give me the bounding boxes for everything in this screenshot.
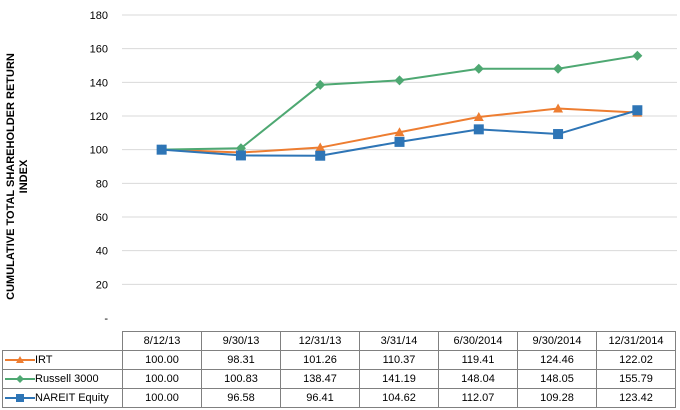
data-label: 110.37 <box>359 350 439 370</box>
data-label: 96.41 <box>280 388 360 408</box>
y-tick-label: 120 <box>90 111 108 123</box>
table-header-cell: 6/30/2014 <box>438 331 518 351</box>
line-chart: - 20 40 60 80 100 120 140 160 180 CUMULATIVE TOTA… <box>5 10 677 325</box>
point-nareit-equity <box>632 105 643 116</box>
data-label: 123.42 <box>596 388 676 408</box>
point-nareit-equity <box>235 150 246 161</box>
data-label: 138.47 <box>280 369 360 389</box>
legend-label: IRT <box>35 354 53 367</box>
data-label: 100.00 <box>122 350 202 370</box>
data-label: 101.26 <box>280 350 360 370</box>
y-axis-ticks: - 20 40 60 80 100 120 140 160 180 <box>90 10 109 325</box>
table-header-cell: 12/31/13 <box>280 331 360 351</box>
point-russell-3000 <box>473 63 484 74</box>
legend-entry-nareit-equity: NAREIT Equity <box>2 388 123 408</box>
point-irt <box>315 142 326 152</box>
y-tick-label: 40 <box>96 246 108 258</box>
table-header-cell: 3/31/14 <box>359 331 439 351</box>
legend-label: NAREIT Equity <box>35 392 109 405</box>
y-tick-label: 60 <box>96 212 108 224</box>
legend-entry-russell-3000: Russell 3000 <box>2 369 123 389</box>
point-nareit-equity <box>553 129 564 140</box>
table-header-row: 8/12/13 9/30/13 12/31/13 3/31/14 6/30/2014 9/… <box>2 331 676 351</box>
point-russell-3000 <box>553 63 564 74</box>
point-irt <box>553 103 564 113</box>
point-nareit-equity <box>156 144 167 155</box>
table-row: NAREIT Equity 100.00 96.58 96.41 104.62 112.0… <box>2 388 676 408</box>
point-russell-3000 <box>315 79 326 90</box>
data-label: 119.41 <box>438 350 518 370</box>
point-russell-3000 <box>632 50 643 61</box>
data-label: 109.28 <box>517 388 597 408</box>
data-label: 100.83 <box>201 369 281 389</box>
square-marker-icon <box>5 393 35 403</box>
y-tick-label: 100 <box>90 145 108 157</box>
legend-label: Russell 3000 <box>35 373 99 386</box>
table-header-cell: 9/30/2014 <box>517 331 597 351</box>
diamond-marker-icon <box>5 374 35 384</box>
data-label: 100.00 <box>122 369 202 389</box>
y-axis-label: CUMULATIVE TOTAL SHAREHOLDER RETURN INDEX <box>5 53 30 300</box>
point-russell-3000 <box>394 75 405 86</box>
table-header-cell: 9/30/13 <box>201 331 281 351</box>
legend-marker <box>16 375 24 384</box>
point-irt <box>473 111 484 121</box>
point-nareit-equity <box>473 124 484 135</box>
y-tick-label: 20 <box>96 279 108 291</box>
legend-entry-irt: IRT <box>2 350 123 370</box>
data-label: 148.04 <box>438 369 518 389</box>
legend-marker <box>16 394 24 403</box>
y-tick-label: 160 <box>90 44 108 56</box>
series-markers <box>156 50 643 161</box>
table-header-cell: 12/31/2014 <box>596 331 676 351</box>
data-table: 8/12/13 9/30/13 12/31/13 3/31/14 6/30/2014 9/… <box>2 331 676 408</box>
data-label: 155.79 <box>596 369 676 389</box>
y-tick-label: 80 <box>96 178 108 190</box>
table-row: IRT 100.00 98.31 101.26 110.37 119.41 124.46 12… <box>2 350 676 370</box>
y-axis-label-line: CUMULATIVE TOTAL SHAREHOLDER RETURN <box>5 53 17 300</box>
y-tick-label: 140 <box>90 77 108 89</box>
data-label: 104.62 <box>359 388 439 408</box>
point-nareit-equity <box>315 150 326 161</box>
legend-marker <box>16 356 24 364</box>
table-header-cell: 8/12/13 <box>122 331 202 351</box>
data-label: 122.02 <box>596 350 676 370</box>
data-label: 96.58 <box>201 388 281 408</box>
point-irt <box>394 127 405 137</box>
data-label: 100.00 <box>122 388 202 408</box>
point-nareit-equity <box>394 136 405 147</box>
table-corner <box>2 331 123 351</box>
data-label: 141.19 <box>359 369 439 389</box>
data-label: 98.31 <box>201 350 281 370</box>
y-axis-label-line: INDEX <box>18 159 30 193</box>
data-label: 148.05 <box>517 369 597 389</box>
triangle-marker-icon <box>5 355 35 365</box>
data-label: 112.07 <box>438 388 518 408</box>
table-row: Russell 3000 100.00 100.83 138.47 141.19 148.… <box>2 369 676 389</box>
data-label: 124.46 <box>517 350 597 370</box>
y-tick-label: 180 <box>90 10 108 22</box>
y-tick-label: - <box>104 313 108 325</box>
